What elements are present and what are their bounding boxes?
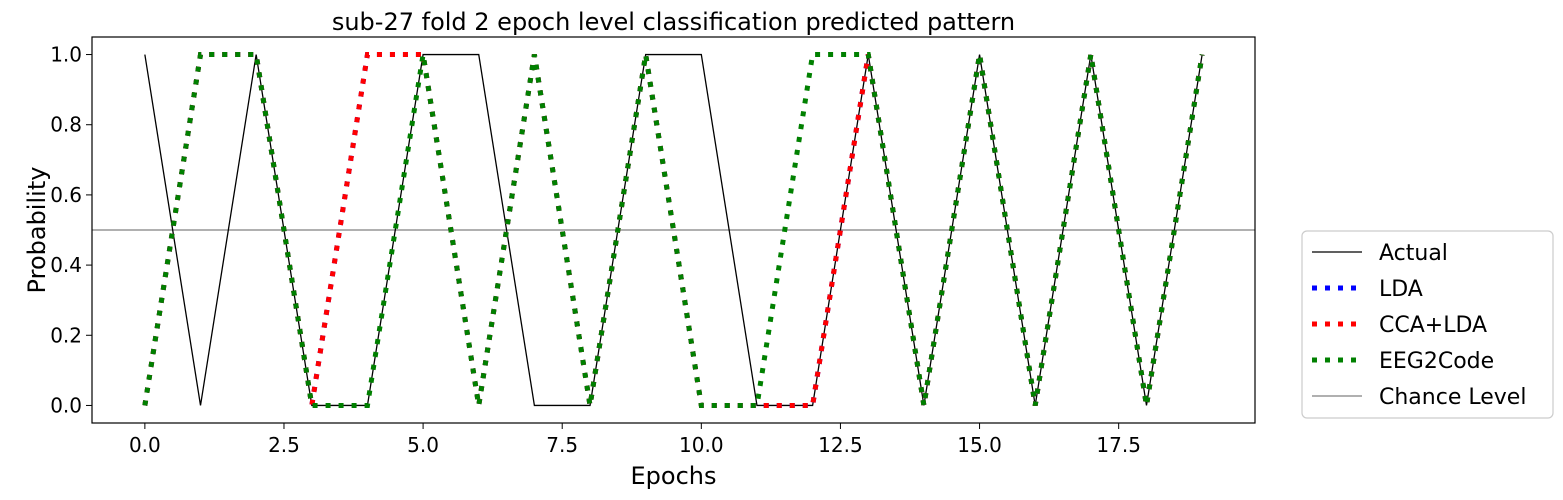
y-tick-label: 0.4: [50, 253, 82, 277]
y-tick-label: 0.2: [50, 323, 82, 347]
x-tick-label: 10.0: [679, 433, 724, 457]
legend-label-chance-level: Chance Level: [1379, 385, 1526, 410]
x-tick-label: 2.5: [268, 433, 300, 457]
x-tick-label: 7.5: [546, 433, 578, 457]
x-tick-label: 5.0: [407, 433, 439, 457]
y-tick-label: 0.6: [50, 183, 82, 207]
x-axis-label: Epochs: [631, 462, 717, 490]
legend-frame: [1301, 230, 1554, 419]
chart-title: sub-27 fold 2 epoch level classification…: [332, 8, 1015, 36]
series-actual-line: [144, 53, 1203, 407]
legend-label-actual: Actual: [1379, 241, 1448, 266]
x-tick-label: 12.5: [818, 433, 863, 457]
x-tick-label: 15.0: [957, 433, 1002, 457]
series-layer: [92, 52, 1255, 408]
legend-label-lda: LDA: [1379, 277, 1423, 302]
legend-label-eeg2code: EEG2Code: [1379, 349, 1494, 374]
y-tick-label: 0.0: [50, 393, 82, 417]
x-axis: 0.0 2.5 5.0 7.5 10.0 12.5 15.0 17.5: [129, 423, 1141, 457]
legend: Actual LDA CCA+LDA EEG2Code Chance Level: [1301, 230, 1554, 419]
y-tick-label: 0.8: [50, 113, 82, 137]
y-tick-label: 1.0: [50, 43, 82, 67]
legend-label-cca-lda: CCA+LDA: [1379, 313, 1487, 338]
plot-frame: [91, 36, 1256, 424]
x-tick-label: 0.0: [129, 433, 161, 457]
x-tick-label: 17.5: [1096, 433, 1141, 457]
y-axis: 0.0 0.2 0.4 0.6 0.8 1.0: [50, 43, 92, 417]
y-axis-label: Probability: [23, 167, 51, 294]
